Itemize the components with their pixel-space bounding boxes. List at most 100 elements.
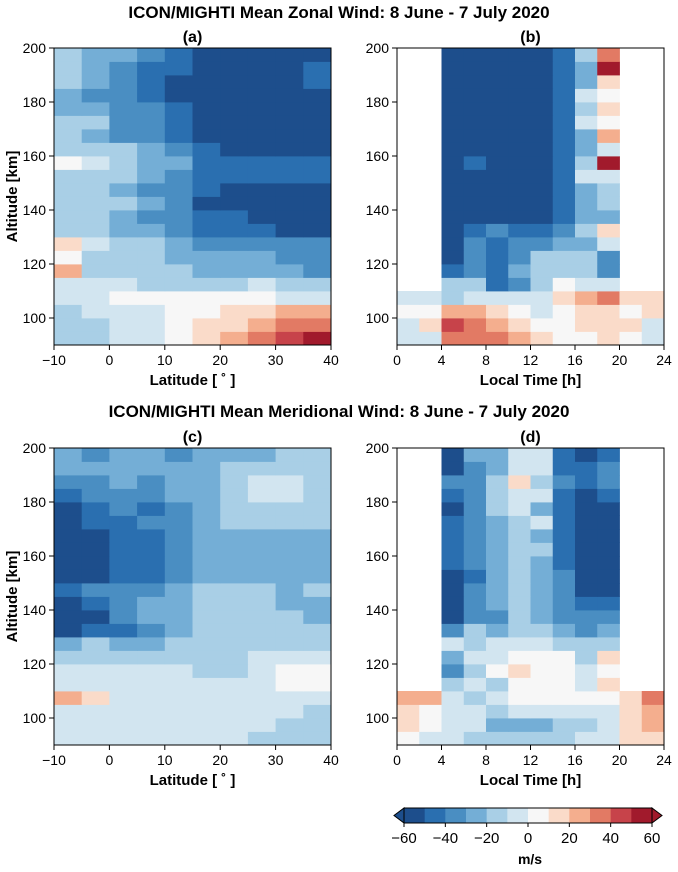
heatmap-cell: [508, 718, 531, 732]
heatmap-cell: [164, 529, 193, 543]
heatmap-cell: [303, 502, 332, 516]
heatmap-cell: [54, 196, 83, 211]
heatmap-cell: [463, 183, 487, 197]
heatmap-cell: [275, 542, 304, 557]
heatmap-cell: [303, 569, 332, 584]
heatmap-cell: [192, 142, 221, 157]
heatmap-cell: [463, 142, 487, 157]
x-axis-label: Latitude [ ˚ ]: [150, 772, 236, 789]
heatmap-cell: [81, 183, 110, 197]
heatmap-cell: [463, 488, 487, 503]
heatmap-cell: [275, 677, 304, 692]
heatmap-cell: [303, 331, 332, 346]
heatmap-cell: [137, 650, 166, 665]
heatmap-cell: [486, 637, 509, 651]
heatmap-cell: [164, 515, 193, 530]
heatmap-cell: [575, 623, 598, 638]
heatmap-cell: [275, 210, 304, 224]
heatmap-cell: [164, 610, 193, 624]
heatmap-cell: [109, 475, 138, 489]
heatmap-cell: [81, 610, 110, 624]
heatmap-cell: [530, 718, 554, 732]
heatmap-cell: [275, 515, 304, 530]
heatmap-cell: [81, 664, 110, 678]
heatmap-cell: [164, 291, 193, 305]
heatmap-cell: [486, 291, 509, 305]
heatmap-cell: [220, 88, 249, 103]
x-axis-label: Latitude [ ˚ ]: [150, 372, 236, 389]
heatmap-cell: [54, 277, 83, 292]
heatmap-cell: [247, 556, 276, 570]
heatmap-cell: [552, 448, 576, 462]
heatmap-cell: [81, 731, 110, 746]
heatmap-cell: [575, 61, 598, 76]
heatmap-cell: [486, 264, 509, 278]
heatmap-cell: [575, 75, 598, 89]
y-axis-label: Altitude [km]: [4, 551, 21, 643]
heatmap-cell: [508, 623, 531, 638]
heatmap-cell: [597, 583, 620, 597]
heatmap-cell: [54, 569, 83, 584]
x-tick-label: 40: [323, 352, 339, 368]
colorbar-segment: [445, 808, 467, 823]
heatmap-cell: [192, 664, 221, 678]
heatmap-cell: [220, 650, 249, 665]
heatmap-cell: [247, 169, 276, 184]
heatmap-cell: [220, 156, 249, 170]
heatmap-cell: [220, 210, 249, 224]
heatmap-cell: [575, 88, 598, 103]
heatmap-cell: [275, 529, 304, 543]
heatmap-cell: [486, 542, 509, 557]
heatmap-cell: [597, 502, 620, 516]
heatmap-cell: [486, 529, 509, 543]
panel-a: −10 0 10 20 30 40 100 120 140 160 180 200 (a) Latitud…: [4, 29, 339, 389]
heatmap-cell: [81, 169, 110, 184]
heatmap-cell: [552, 142, 576, 157]
heatmap-cell: [220, 291, 249, 305]
y-tick-label: 120: [366, 256, 390, 272]
heatmap-cell: [192, 88, 221, 103]
heatmap-cell: [192, 596, 221, 611]
heatmap-cell: [303, 304, 332, 319]
heatmap-cell: [81, 264, 110, 278]
heatmap-cell: [192, 677, 221, 692]
heatmap-cell: [275, 488, 304, 503]
colorbar-segment: [466, 808, 488, 823]
heatmap-cell: [192, 515, 221, 530]
heatmap-cell: [530, 291, 554, 305]
heatmap-cell: [530, 637, 554, 651]
heatmap-cell: [463, 529, 487, 543]
heatmap-cell: [81, 318, 110, 332]
colorbar-tick-label: 0: [524, 830, 532, 847]
colorbar-tick-label: 40: [602, 830, 619, 847]
heatmap-cell: [192, 610, 221, 624]
heatmap-cell: [441, 250, 465, 265]
x-tick-label: 0: [106, 352, 114, 368]
heatmap-cell: [137, 129, 166, 143]
heatmap-cell: [486, 475, 509, 489]
heatmap-cell: [552, 718, 576, 732]
colorbar-segment: [528, 808, 550, 823]
heatmap-cell: [164, 250, 193, 265]
colorbar-segment: [404, 808, 426, 823]
heatmap-cell: [275, 691, 304, 705]
heatmap-cell: [109, 704, 138, 719]
heatmap-cell: [137, 529, 166, 543]
heatmap-cell: [463, 169, 487, 184]
heatmap-cell: [575, 277, 598, 292]
heatmap-cell: [441, 515, 465, 530]
heatmap-cell: [441, 637, 465, 651]
heatmap-cell: [575, 223, 598, 238]
heatmap-cell: [220, 637, 249, 651]
heatmap-cell: [275, 115, 304, 130]
heatmap-cell: [81, 250, 110, 265]
heatmap-cell: [530, 210, 554, 224]
heatmap-cell: [81, 102, 110, 116]
heatmap-cell: [597, 542, 620, 557]
heatmap-cell: [164, 596, 193, 611]
heatmap-cell: [463, 637, 487, 651]
heatmap-cell: [508, 264, 531, 278]
heatmap-cell: [508, 48, 531, 62]
heatmap-cell: [137, 331, 166, 346]
heatmap-cell: [552, 650, 576, 665]
